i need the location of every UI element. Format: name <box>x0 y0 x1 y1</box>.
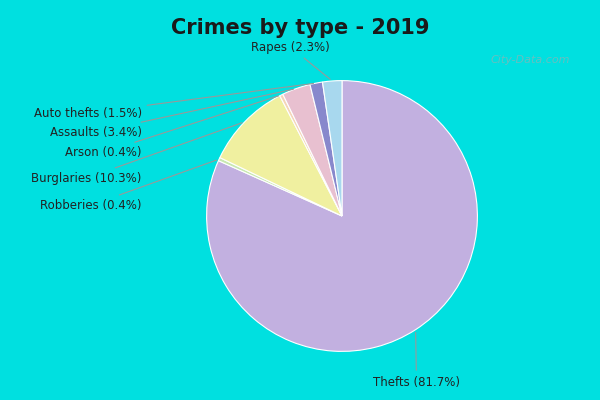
Wedge shape <box>206 81 478 351</box>
Wedge shape <box>323 81 342 216</box>
Text: Assaults (3.4%): Assaults (3.4%) <box>50 89 293 138</box>
Text: Robberies (0.4%): Robberies (0.4%) <box>40 160 217 212</box>
Wedge shape <box>310 82 342 216</box>
Text: Auto thefts (1.5%): Auto thefts (1.5%) <box>34 84 313 120</box>
Text: City-Data.com: City-Data.com <box>491 55 570 65</box>
Text: Rapes (2.3%): Rapes (2.3%) <box>251 40 330 79</box>
Wedge shape <box>220 96 342 216</box>
Text: Arson (0.4%): Arson (0.4%) <box>65 96 278 159</box>
Wedge shape <box>283 84 342 216</box>
Text: Crimes by type - 2019: Crimes by type - 2019 <box>171 18 429 38</box>
Wedge shape <box>280 94 342 216</box>
Text: Thefts (81.7%): Thefts (81.7%) <box>373 332 460 389</box>
Wedge shape <box>218 158 342 216</box>
Text: Burglaries (10.3%): Burglaries (10.3%) <box>31 123 242 184</box>
